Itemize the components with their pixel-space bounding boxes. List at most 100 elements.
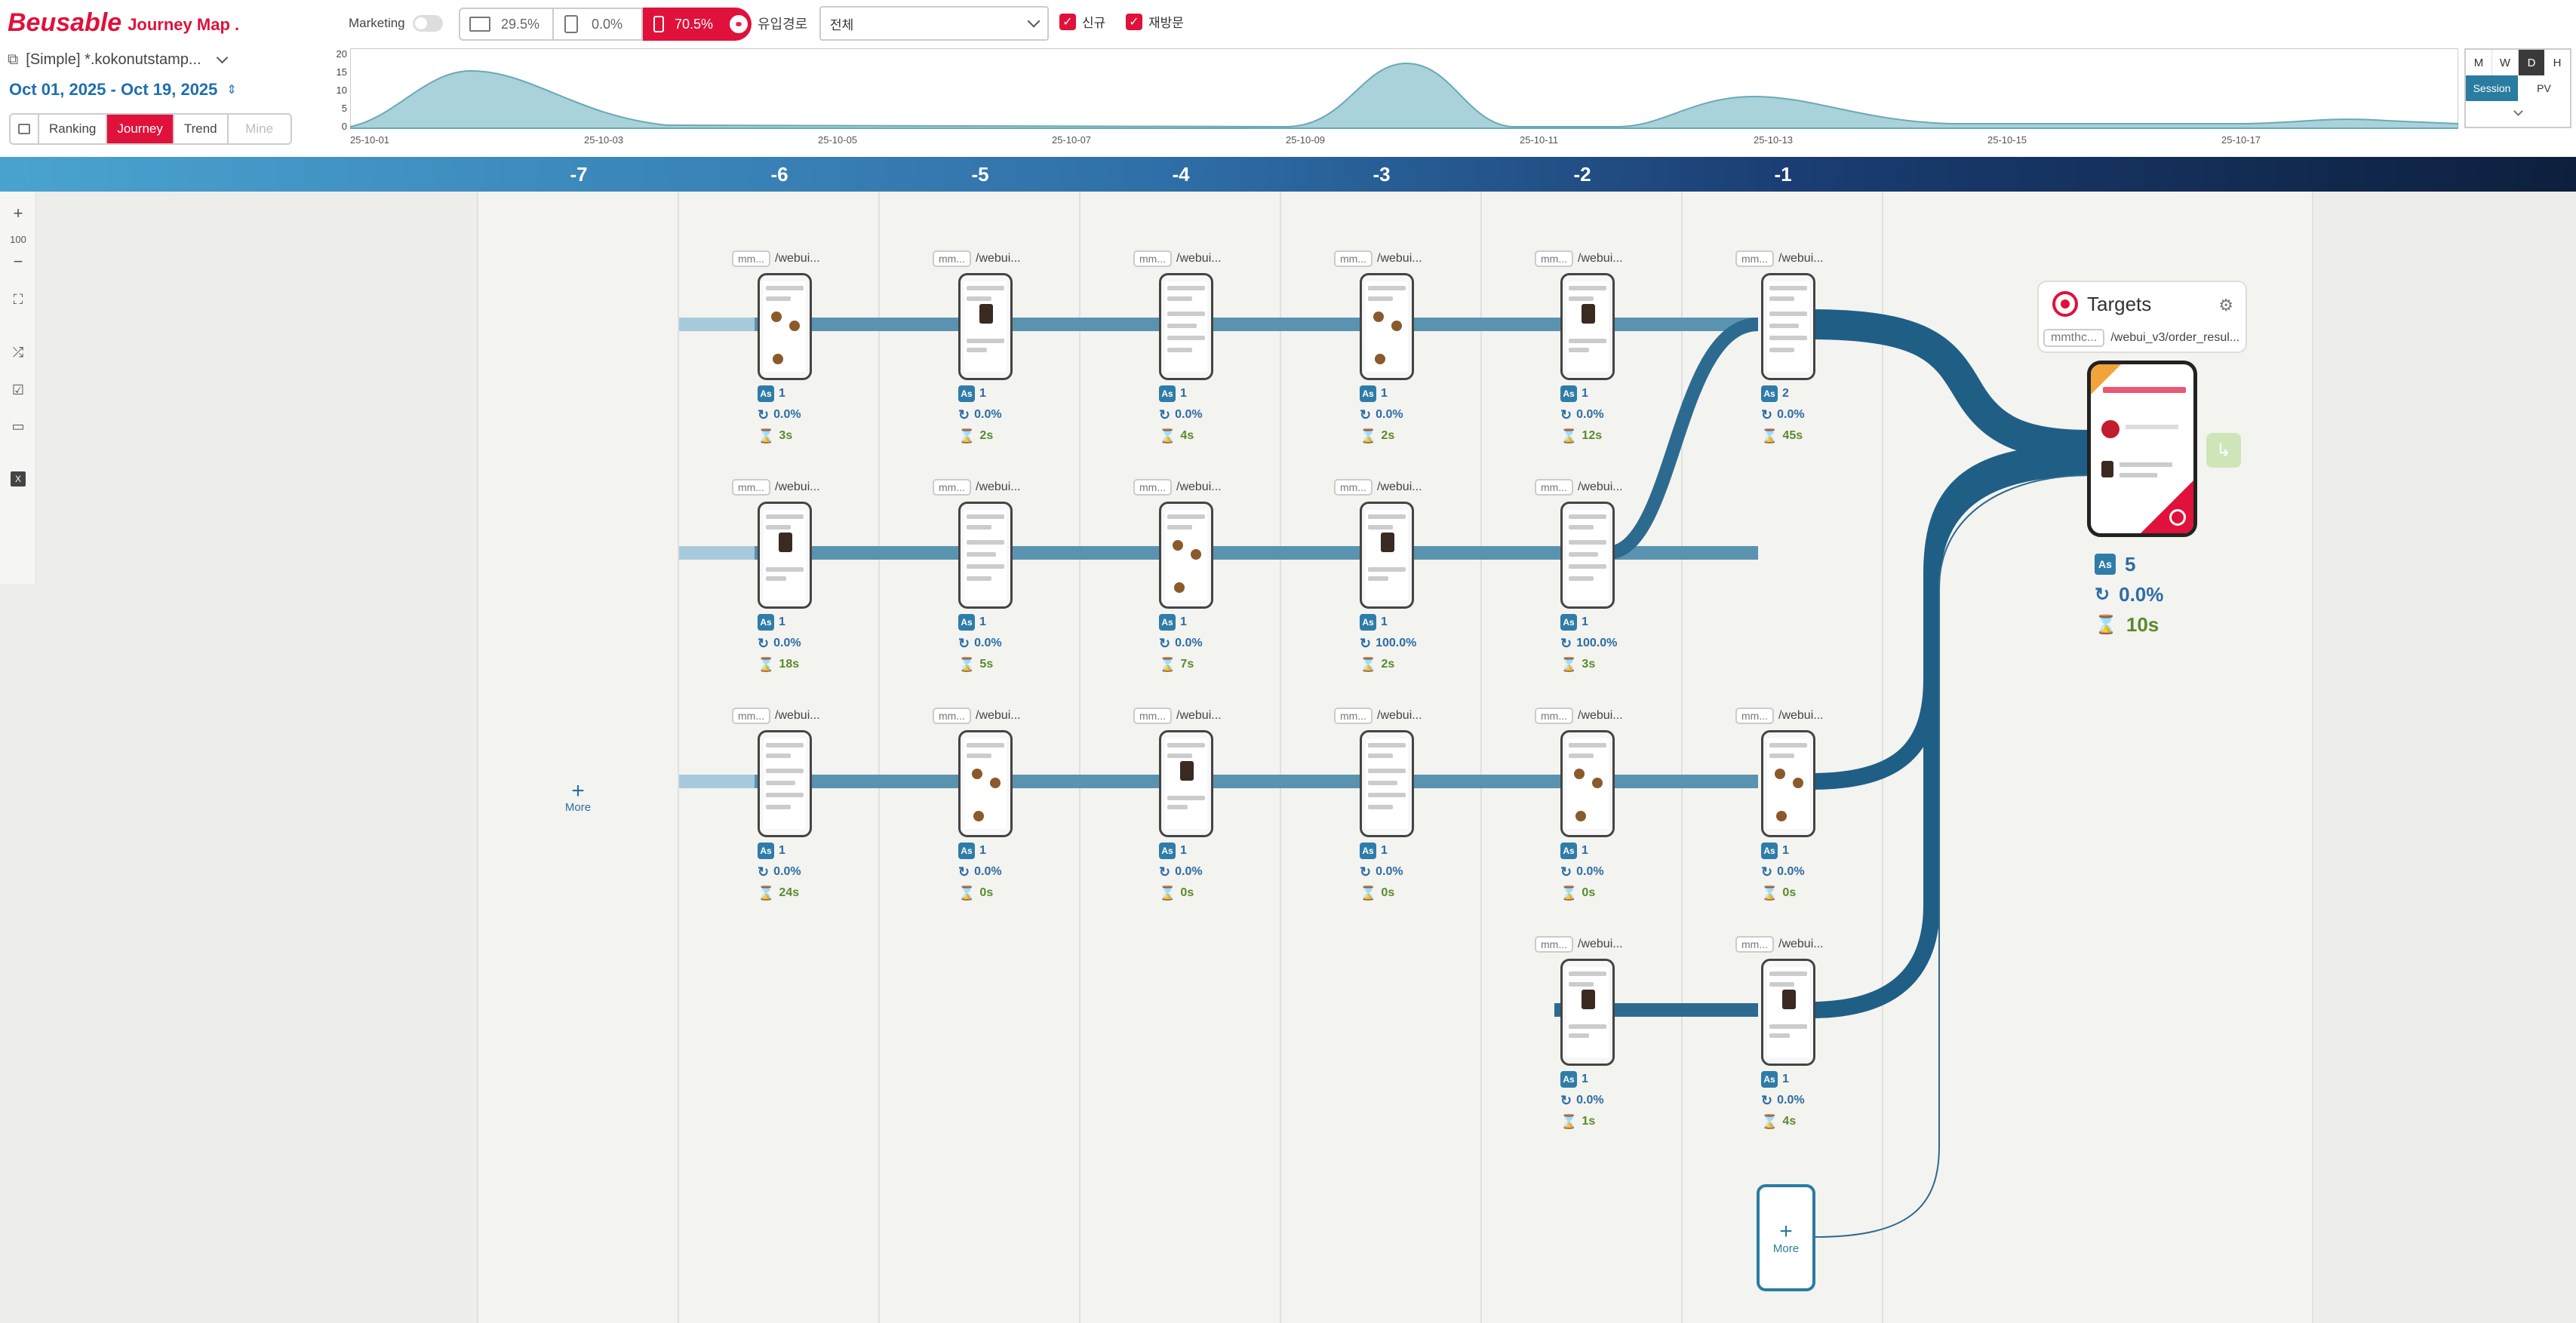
node-header[interactable]: mm... /webui... <box>732 477 820 497</box>
collapse-chart-button[interactable] <box>2466 101 2570 124</box>
hourglass-icon: ⌛ <box>958 428 976 444</box>
node-header[interactable]: mm... /webui... <box>1735 249 1824 269</box>
marketing-toggle[interactable] <box>412 15 443 32</box>
device-tablet-button[interactable]: 0.0% <box>552 8 643 41</box>
node-rate: 0.0% <box>1175 408 1203 421</box>
page-thumbnail[interactable] <box>1761 730 1815 837</box>
shuffle-button[interactable]: ⤮ <box>6 339 30 365</box>
node-header[interactable]: mm... /webui... <box>933 477 1021 497</box>
node-header[interactable]: mm... /webui... <box>933 706 1021 726</box>
page-thumbnail[interactable] <box>1560 502 1615 609</box>
page-thumbnail[interactable] <box>758 273 812 380</box>
hourglass-icon: ⌛ <box>1159 428 1176 444</box>
page-thumbnail[interactable] <box>958 273 1013 380</box>
tab-ranking[interactable]: Ranking <box>39 115 108 143</box>
more-card-button[interactable]: + More <box>1757 1184 1815 1291</box>
device-mobile-button[interactable]: 70.5% <box>643 8 726 41</box>
node-header[interactable]: mm... /webui... <box>1133 249 1222 269</box>
node-count: 1 <box>1582 387 1588 400</box>
node-prefix: mm... <box>1334 708 1373 724</box>
node-rate: 100.0% <box>1576 637 1618 649</box>
node-stats: As 1 ↻ 0.0% ⌛ 0s <box>958 840 1002 904</box>
node-count: 1 <box>979 615 986 628</box>
page-thumbnail[interactable] <box>758 730 812 837</box>
x-tick: 25-10-07 <box>1052 134 1092 146</box>
page-thumbnail[interactable] <box>1159 502 1213 609</box>
node-path: /webui... <box>1578 480 1623 493</box>
node-header[interactable]: mm... /webui... <box>1735 706 1824 726</box>
node-stats: As 1 ↻ 0.0% ⌛ 7s <box>1159 612 1203 675</box>
zoom-in-button[interactable]: + <box>13 204 23 223</box>
tab-trend[interactable]: Trend <box>174 115 229 143</box>
target-card[interactable]: Targets ⚙ mmthc... /webui_v3/order_resul… <box>2037 281 2247 353</box>
date-range-picker[interactable]: Oct 01, 2025 - Oct 19, 2025 ⇕ <box>9 80 237 100</box>
project-selector[interactable]: ⧉ [Simple] *.kokonutstamp... <box>8 51 228 69</box>
page-thumbnail[interactable] <box>958 730 1013 837</box>
session-icon: As <box>958 385 975 402</box>
more-button[interactable]: + More <box>558 780 598 815</box>
granularity-month[interactable]: M <box>2466 50 2492 75</box>
folder-button[interactable]: ▭ <box>6 413 30 439</box>
gear-icon[interactable]: ⚙ <box>2218 296 2233 315</box>
node-header[interactable]: mm... /webui... <box>732 249 820 269</box>
node-header[interactable]: mm... /webui... <box>1535 249 1623 269</box>
node-header[interactable]: mm... /webui... <box>933 249 1021 269</box>
granularity-hour[interactable]: H <box>2553 56 2562 69</box>
granularity-day[interactable]: D <box>2519 50 2544 75</box>
page-thumbnail[interactable] <box>1761 273 1815 380</box>
page-thumbnail[interactable] <box>1560 959 1615 1066</box>
node-header[interactable]: mm... /webui... <box>1535 706 1623 726</box>
granularity-week[interactable]: W <box>2492 50 2519 75</box>
hourglass-icon: ⌛ <box>1560 1113 1578 1129</box>
session-icon: As <box>1761 1071 1778 1088</box>
x-tick: 25-10-01 <box>350 134 390 146</box>
link-button[interactable]: ⚭ <box>726 8 752 41</box>
page-thumbnail[interactable] <box>1560 273 1615 380</box>
page-thumbnail[interactable] <box>1360 273 1414 380</box>
fullscreen-button[interactable]: ⛶ <box>6 287 30 312</box>
page-thumbnail[interactable] <box>1159 273 1213 380</box>
brand-logo: Beusable Journey Map . <box>8 8 239 38</box>
hourglass-icon: ⌛ <box>1159 656 1176 672</box>
node-header[interactable]: mm... /webui... <box>1535 935 1623 954</box>
node-header[interactable]: mm... /webui... <box>1334 706 1422 726</box>
tab-mine[interactable]: Mine <box>228 115 290 143</box>
page-thumbnail[interactable] <box>1761 959 1815 1066</box>
metric-session[interactable]: Session <box>2466 75 2518 101</box>
refresh-icon: ↻ <box>1360 635 1372 651</box>
excel-button[interactable]: X <box>6 466 30 492</box>
node-header[interactable]: mm... /webui... <box>732 706 820 726</box>
node-stats: As 1 ↻ 0.0% ⌛ 2s <box>1360 383 1403 447</box>
session-icon: As <box>958 614 975 631</box>
node-header[interactable]: mm... /webui... <box>1735 935 1824 954</box>
grid-toggle-button[interactable] <box>11 115 39 143</box>
node-header[interactable]: mm... /webui... <box>1334 477 1422 497</box>
page-thumbnail[interactable] <box>1560 730 1615 837</box>
page-thumbnail[interactable] <box>1360 502 1414 609</box>
column-header: -4 <box>1172 162 1190 186</box>
page-thumbnail[interactable] <box>758 502 812 609</box>
node-count: 1 <box>1180 387 1187 400</box>
page-thumbnail[interactable] <box>1159 730 1213 837</box>
checklist-button[interactable]: ☑ <box>6 377 30 403</box>
revisit-checkbox[interactable]: ✓ <box>1126 13 1142 30</box>
page-thumbnail[interactable] <box>1360 730 1414 837</box>
new-checkbox[interactable]: ✓ <box>1059 13 1076 30</box>
node-header[interactable]: mm... /webui... <box>1133 477 1222 497</box>
node-stats: As 1 ↻ 0.0% ⌛ 12s <box>1560 383 1604 447</box>
inflow-select[interactable]: 전체 <box>819 6 1049 41</box>
node-header[interactable]: mm... /webui... <box>1133 706 1222 726</box>
node-path: /webui... <box>775 480 820 493</box>
node-path: /webui... <box>976 480 1021 493</box>
node-header[interactable]: mm... /webui... <box>1334 249 1422 269</box>
node-path: /webui... <box>1377 709 1422 722</box>
device-desktop-button[interactable]: 29.5% <box>459 8 552 41</box>
zoom-out-button[interactable]: − <box>13 252 23 271</box>
node-stats: As 1 ↻ 0.0% ⌛ 18s <box>758 612 801 675</box>
exit-button[interactable]: ↳ <box>2206 433 2241 468</box>
node-count: 1 <box>1582 844 1588 857</box>
node-header[interactable]: mm... /webui... <box>1535 477 1623 497</box>
tab-journey[interactable]: Journey <box>107 115 174 143</box>
metric-pv[interactable]: PV <box>2537 82 2551 94</box>
page-thumbnail[interactable] <box>958 502 1013 609</box>
